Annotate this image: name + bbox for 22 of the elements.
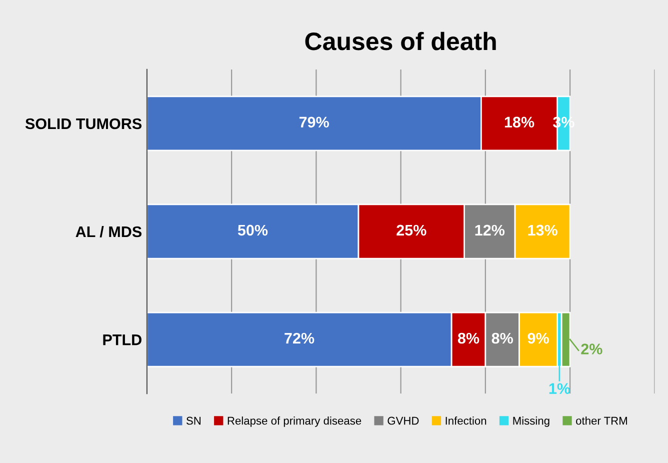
legend-label: Missing bbox=[513, 416, 550, 427]
data-label: 79% bbox=[299, 116, 329, 128]
legend-label: other TRM bbox=[576, 416, 627, 425]
data-label: 1% bbox=[549, 383, 570, 394]
data-label: 25% bbox=[396, 224, 426, 236]
data-label: 8% bbox=[492, 332, 513, 344]
legend-label: Infection bbox=[446, 416, 486, 425]
data-label: 12% bbox=[475, 224, 505, 236]
data-label: 72% bbox=[284, 332, 314, 344]
data-label: 18% bbox=[504, 116, 534, 128]
data-label: 8% bbox=[458, 332, 480, 344]
y-tick-label: PTLD bbox=[103, 334, 142, 346]
data-label: 50% bbox=[238, 224, 268, 236]
y-tick-label: AL / MDS bbox=[76, 226, 142, 238]
data-label: 13% bbox=[528, 224, 558, 236]
legend-label: Relapse of primary disease bbox=[228, 416, 362, 427]
chart-title: Causes of death bbox=[305, 32, 496, 50]
y-tick-label: SOLID TUMORS bbox=[25, 118, 142, 130]
legend-label: GVHD bbox=[388, 416, 419, 425]
data-label: 9% bbox=[528, 332, 549, 344]
legend-label: SN bbox=[186, 416, 200, 425]
data-label: 2% bbox=[581, 344, 602, 354]
